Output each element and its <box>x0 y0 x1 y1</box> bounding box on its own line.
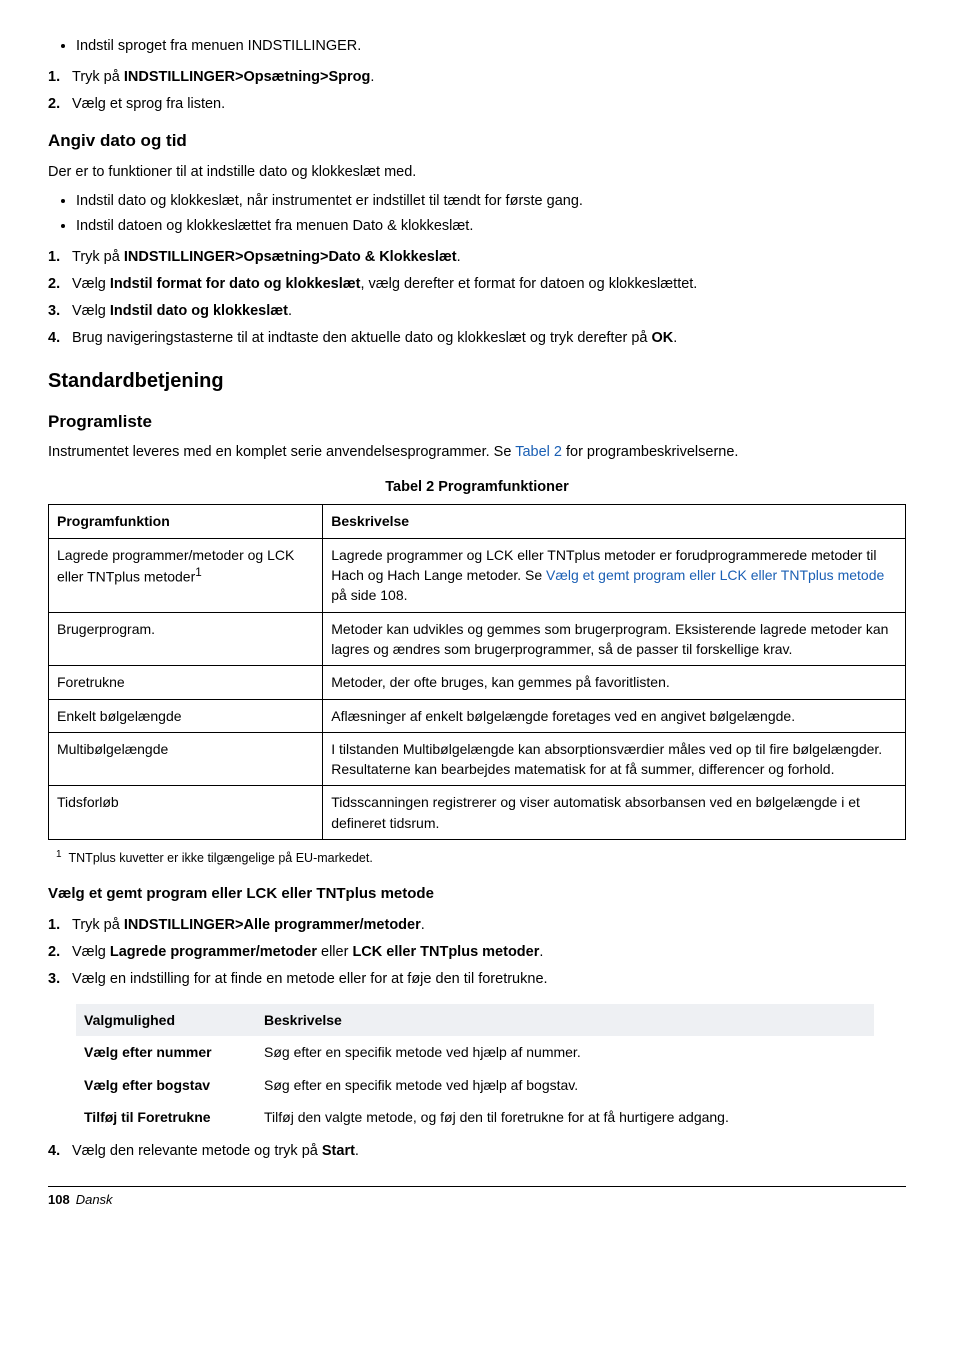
list-item: 3.Vælg en indstilling for at finde en me… <box>48 969 906 990</box>
page-number: 108 <box>48 1192 70 1207</box>
table-header: Programfunktion <box>49 505 323 538</box>
table-header: Beskrivelse <box>256 1004 874 1036</box>
table-row: Tilføj til ForetrukneTilføj den valgte m… <box>76 1101 874 1133</box>
intro-bullet-list: Indstil sproget fra menuen INDSTILLINGER… <box>48 36 906 57</box>
table-header: Valgmulighed <box>76 1004 256 1036</box>
table2-link[interactable]: Tabel 2 <box>515 444 562 460</box>
step4-list: 4.Vælg den relevante metode og tryk på S… <box>48 1141 906 1162</box>
list-item: 4.Brug navigeringstasterne til at indtas… <box>48 328 906 349</box>
list-item: 2.Vælg Lagrede programmer/metoder eller … <box>48 942 906 963</box>
section-title-programliste: Programliste <box>48 410 906 435</box>
section-title-select: Vælg et gemt program eller LCK eller TNT… <box>48 883 906 905</box>
footer-lang: Dansk <box>76 1192 113 1207</box>
section-title-standard: Standardbetjening <box>48 367 906 396</box>
table2-caption: Tabel 2 Programfunktioner <box>48 477 906 498</box>
page-footer: 108 Dansk <box>48 1186 906 1210</box>
table2-footnote: 1 TNTplus kuvetter er ikke tilgængelige … <box>70 848 906 867</box>
dato-steps: 1.Tryk på INDSTILLINGER>Opsætning>Dato &… <box>48 247 906 349</box>
table-row: Tidsforløb Tidsscanningen registrerer og… <box>49 786 906 840</box>
list-item: 4.Vælg den relevante metode og tryk på S… <box>48 1141 906 1162</box>
list-item: Indstil dato og klokkeslæt, når instrume… <box>76 191 906 212</box>
section-title-dato: Angiv dato og tid <box>48 129 906 154</box>
table-row: Brugerprogram. Metoder kan udvikles og g… <box>49 612 906 666</box>
list-item: 3.Vælg Indstil dato og klokkeslæt. <box>48 301 906 322</box>
list-item: 2.Vælg et sprog fra listen. <box>48 94 906 115</box>
list-item: 2.Vælg Indstil format for dato og klokke… <box>48 274 906 295</box>
dato-intro: Der er to funktioner til at indstille da… <box>48 162 906 183</box>
table-row: Vælg efter bogstavSøg efter en specifik … <box>76 1069 874 1101</box>
table-row: Multibølgelængde I tilstanden Multibølge… <box>49 732 906 786</box>
options-table: Valgmulighed Beskrivelse Vælg efter numm… <box>76 1004 874 1133</box>
dato-bullets: Indstil dato og klokkeslæt, når instrume… <box>48 191 906 237</box>
table-row: Lagrede programmer/metoder og LCK eller … <box>49 538 906 612</box>
list-item: Indstil sproget fra menuen INDSTILLINGER… <box>76 36 906 57</box>
intro-steps: 1.Tryk på INDSTILLINGER>Opsætning>Sprog.… <box>48 67 906 115</box>
table-row: Foretrukne Metoder, der ofte bruges, kan… <box>49 666 906 699</box>
prog-intro: Instrumentet leveres med en komplet seri… <box>48 442 906 463</box>
cross-ref-link[interactable]: Vælg et gemt program eller LCK eller TNT… <box>546 567 884 583</box>
list-item: 1.Tryk på INDSTILLINGER>Alle programmer/… <box>48 915 906 936</box>
table2: Programfunktion Beskrivelse Lagrede prog… <box>48 504 906 840</box>
list-item: Indstil datoen og klokkeslættet fra menu… <box>76 216 906 237</box>
table-row: Enkelt bølgelængde Aflæsninger af enkelt… <box>49 699 906 732</box>
table-header: Beskrivelse <box>323 505 906 538</box>
list-item: 1.Tryk på INDSTILLINGER>Opsætning>Sprog. <box>48 67 906 88</box>
table-row: Vælg efter nummerSøg efter en specifik m… <box>76 1036 874 1068</box>
list-item: 1.Tryk på INDSTILLINGER>Opsætning>Dato &… <box>48 247 906 268</box>
select-steps: 1.Tryk på INDSTILLINGER>Alle programmer/… <box>48 915 906 990</box>
